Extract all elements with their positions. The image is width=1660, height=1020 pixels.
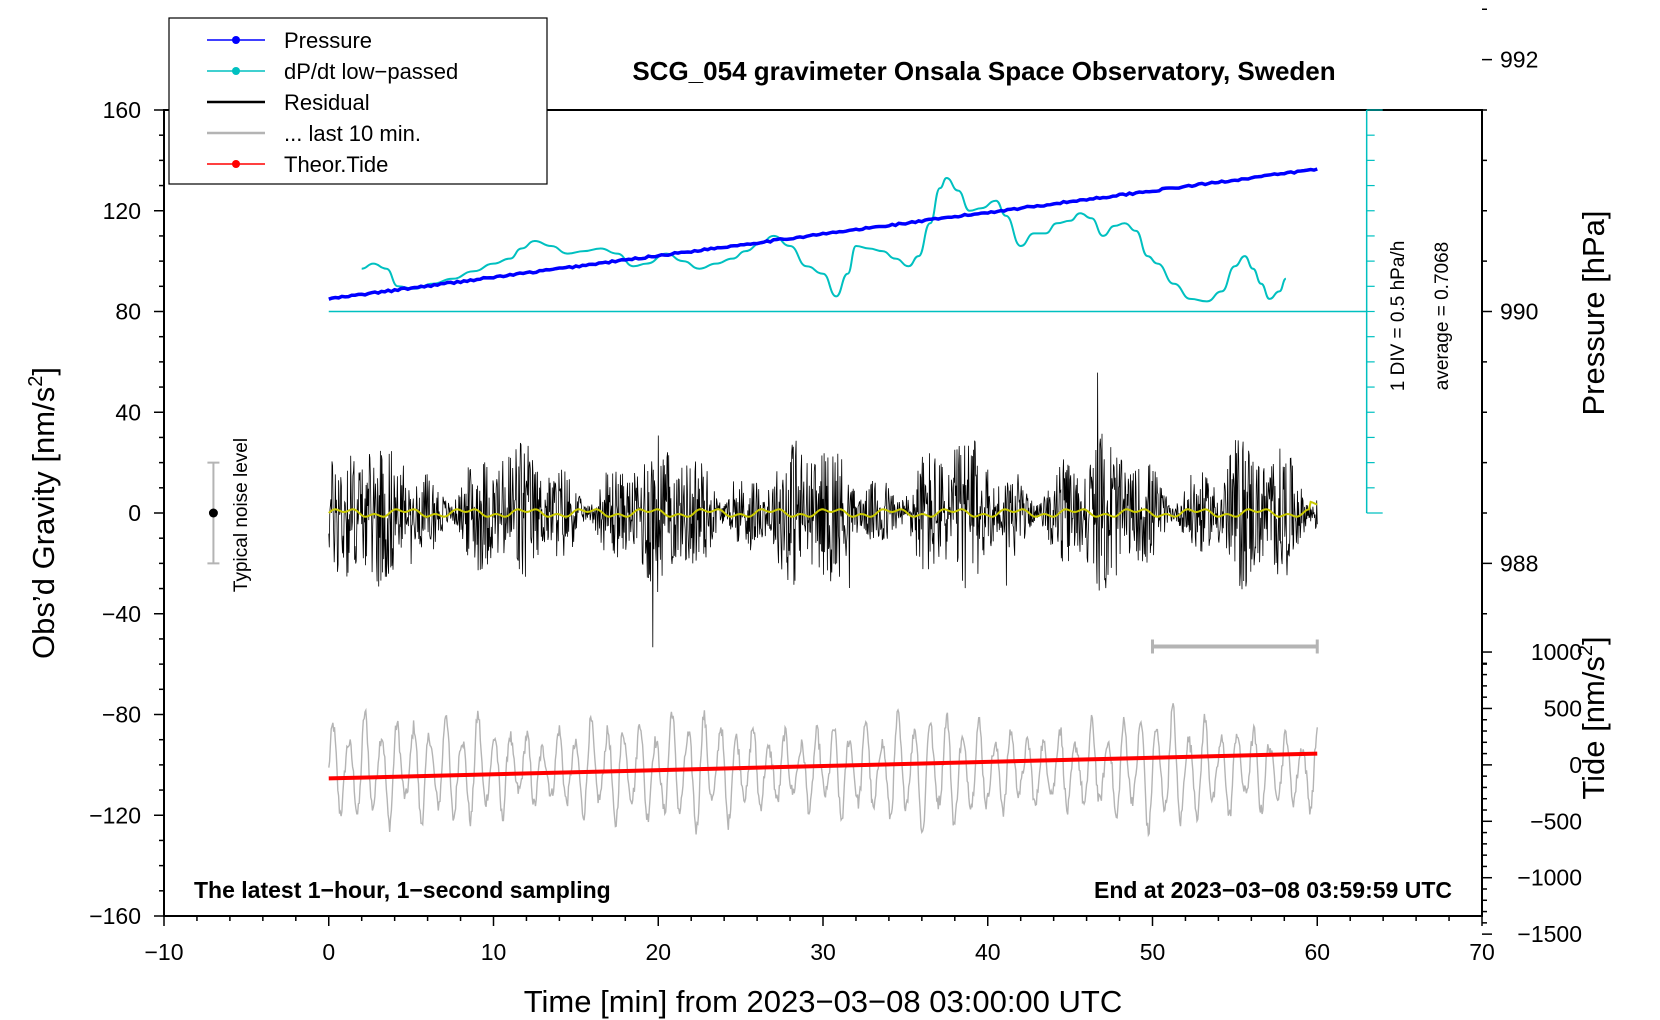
- x-tick-label: 10: [481, 939, 507, 965]
- y-left-tick-label: −40: [102, 601, 141, 627]
- y-left-tick-label: 0: [128, 500, 141, 526]
- annotation-sampling: The latest 1−hour, 1−second sampling: [194, 877, 611, 903]
- annotation-average: average = 0.7068: [1432, 242, 1453, 390]
- legend-marker: [232, 160, 240, 168]
- series-pressure: [328, 167, 1318, 301]
- y-axis-left-label: Obs’d Gravity [nm/s2]: [25, 367, 61, 659]
- y-left-tick-label: −160: [89, 903, 141, 929]
- y-left-tick-label: −80: [102, 702, 141, 728]
- y-pressure-tick-label: 988: [1500, 550, 1538, 576]
- y-axis-pressure-label: Pressure [hPa]: [1576, 210, 1611, 415]
- y-tide-tick-label: −1500: [1517, 921, 1582, 947]
- x-tick-label: 20: [645, 939, 671, 965]
- y-left-tick-label: 40: [115, 399, 141, 425]
- series-tide: [328, 751, 1318, 781]
- legend-label: ... last 10 min.: [284, 121, 421, 146]
- legend-label: dP/dt low−passed: [284, 59, 458, 84]
- legend-marker: [232, 36, 240, 44]
- y-left-tick-label: 80: [115, 299, 141, 325]
- y-tide-tick-label: 0: [1569, 752, 1582, 778]
- x-axis-label: Time [min] from 2023−03−08 03:00:00 UTC: [524, 984, 1123, 1019]
- y-left-tick-label: 160: [103, 97, 141, 123]
- series-last-10-min: [328, 703, 1318, 838]
- y-tide-tick-label: 1000: [1531, 639, 1582, 665]
- legend-label: Pressure: [284, 28, 372, 53]
- y-tide-tick-label: −1000: [1517, 865, 1582, 891]
- legend: Pressure dP/dt low−passed Residual ... last…: [168, 17, 548, 185]
- x-tick-label: −10: [144, 939, 183, 965]
- x-tick-label: 30: [810, 939, 836, 965]
- annotation-div-scale: 1 DIV = 0.5 hPa/h: [1388, 241, 1409, 392]
- y-pressure-tick-label: 990: [1500, 299, 1538, 325]
- legend-label: Residual: [284, 90, 370, 115]
- x-tick-label: 50: [1140, 939, 1166, 965]
- series-residual-smoothed: [328, 500, 1318, 518]
- y-tide-tick-label: 500: [1544, 695, 1582, 721]
- legend-label: Theor.Tide: [284, 152, 388, 177]
- y-left-tick-label: 120: [103, 198, 141, 224]
- axis-ticks: [154, 8, 1492, 935]
- x-tick-label: 40: [975, 939, 1001, 965]
- series-dpdt: [361, 176, 1287, 303]
- x-tick-label: 70: [1469, 939, 1495, 965]
- chart-title: SCG_054 gravimeter Onsala Space Observat…: [632, 56, 1335, 86]
- series-residual: [328, 372, 1318, 648]
- tick-labels: −10 0 10 20 30 40 50 60 70 160 120 80 40 0 −40 −80 −120 −…: [89, 47, 1582, 965]
- noise-bar-point: [208, 508, 218, 518]
- x-tick-label: 60: [1304, 939, 1330, 965]
- annotation-noise-level: Typical noise level: [231, 438, 252, 592]
- series-group: [207, 109, 1383, 838]
- x-tick-label: 0: [322, 939, 335, 965]
- y-axis-tide-label: Tide [nm/s2]: [1575, 636, 1611, 799]
- y-tide-tick-label: −500: [1530, 808, 1582, 834]
- y-left-tick-label: −120: [89, 802, 141, 828]
- annotation-end-time: End at 2023−03−08 03:59:59 UTC: [1094, 877, 1452, 903]
- legend-marker: [232, 67, 240, 75]
- y-pressure-tick-label: 992: [1500, 47, 1538, 73]
